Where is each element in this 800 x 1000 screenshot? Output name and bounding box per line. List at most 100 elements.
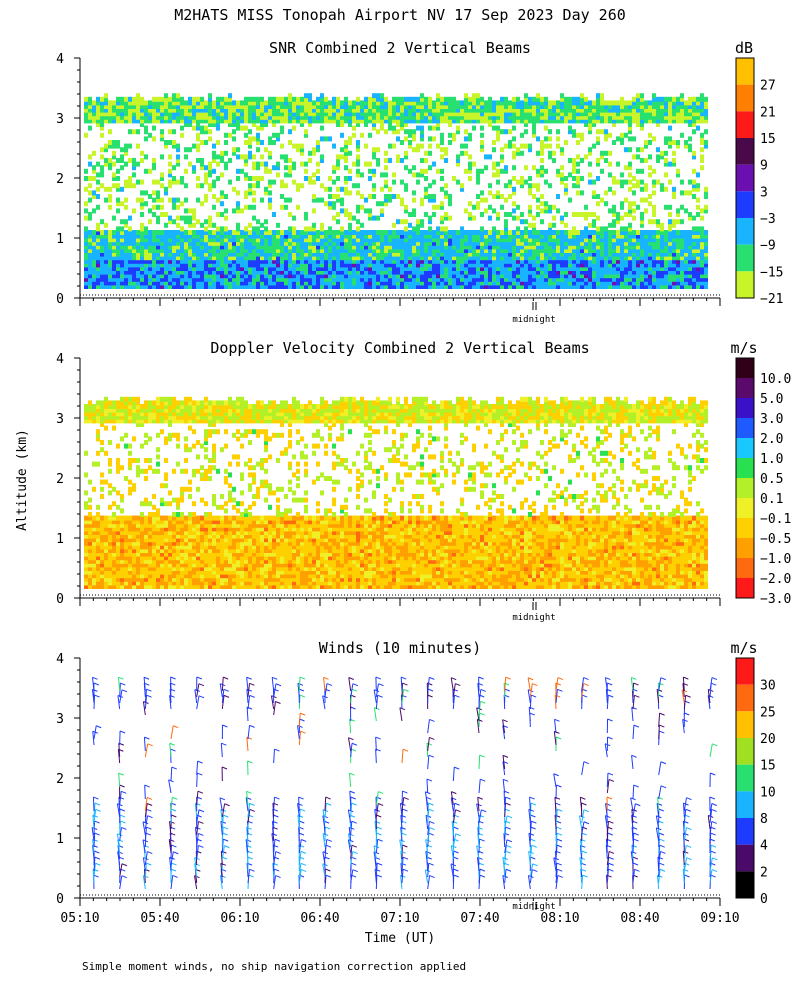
snr-cell — [136, 111, 140, 117]
snr-cell — [164, 143, 168, 149]
snr-cell — [456, 107, 460, 113]
colorbar-swatch — [736, 271, 754, 298]
snr-cell — [436, 143, 440, 149]
snr-cell — [208, 248, 212, 253]
snr-cell — [656, 158, 660, 163]
snr-cell — [124, 107, 128, 113]
snr-cell — [556, 248, 560, 253]
snr-cell — [184, 208, 188, 214]
snr-cell — [460, 248, 464, 253]
snr-cell — [520, 258, 524, 264]
snr-cell — [224, 104, 228, 109]
doppler-cell — [84, 558, 88, 564]
snr-cell — [296, 186, 300, 192]
snr-cell — [632, 230, 636, 235]
snr-cell — [648, 251, 652, 257]
snr-cell — [344, 233, 348, 239]
snr-cell — [136, 258, 140, 264]
snr-cell — [340, 201, 344, 207]
snr-cell — [116, 183, 120, 189]
snr-cell — [272, 280, 276, 286]
snr-cell — [156, 244, 160, 250]
snr-cell — [564, 96, 568, 102]
snr-cell — [420, 172, 424, 178]
snr-cell — [444, 111, 448, 117]
snr-cell — [700, 114, 704, 120]
snr-cell — [256, 136, 260, 142]
snr-cell — [372, 276, 376, 282]
snr-cell — [404, 276, 408, 282]
snr-cell — [332, 96, 336, 102]
snr-cell — [412, 107, 416, 113]
snr-cell — [644, 273, 648, 279]
snr-cell — [600, 273, 604, 279]
snr-cell — [304, 100, 308, 106]
snr-cell — [404, 150, 408, 156]
snr-cell — [592, 143, 596, 149]
snr-cell — [308, 96, 312, 102]
snr-cell — [524, 114, 528, 120]
snr-cell — [84, 186, 88, 192]
snr-cell — [452, 251, 456, 257]
snr-cell — [672, 251, 676, 257]
snr-cell — [576, 237, 580, 243]
snr-cell — [680, 93, 684, 99]
snr-cell — [240, 266, 244, 271]
snr-cell — [436, 233, 440, 239]
snr-cell — [252, 273, 256, 279]
snr-cell — [664, 104, 668, 109]
snr-cell — [524, 96, 528, 102]
snr-cell — [316, 244, 320, 250]
snr-cell — [516, 244, 520, 250]
snr-cell — [456, 284, 460, 289]
snr-cell — [620, 179, 624, 185]
snr-cell — [164, 251, 168, 257]
snr-cell — [312, 269, 316, 275]
snr-cell — [88, 266, 92, 271]
snr-cell — [408, 230, 412, 235]
snr-cell — [104, 240, 108, 246]
snr-cell — [644, 233, 648, 239]
colorbar-label: 27 — [760, 79, 776, 94]
snr-cell — [680, 262, 684, 268]
snr-cell — [192, 104, 196, 109]
snr-cell — [288, 233, 292, 239]
snr-cell — [220, 107, 224, 113]
snr-cell — [520, 251, 524, 257]
snr-cell — [544, 107, 548, 113]
snr-cell — [152, 118, 156, 124]
snr-cell — [88, 197, 92, 203]
snr-cell — [392, 266, 396, 271]
snr-cell — [620, 276, 624, 282]
snr-cell — [184, 154, 188, 160]
snr-cell — [416, 172, 420, 178]
snr-cell — [392, 179, 396, 185]
snr-cell — [500, 284, 504, 289]
snr-cell — [596, 176, 600, 181]
snr-cell — [684, 190, 688, 196]
colorbar-label: −9 — [760, 239, 776, 254]
snr-cell — [488, 96, 492, 102]
snr-cell — [624, 233, 628, 239]
snr-cell — [140, 269, 144, 275]
snr-cell — [168, 96, 172, 102]
snr-cell — [236, 222, 240, 228]
snr-cell — [336, 284, 340, 289]
snr-cell — [316, 233, 320, 239]
snr-cell — [492, 107, 496, 113]
snr-cell — [652, 273, 656, 279]
snr-cell — [416, 266, 420, 271]
snr-cell — [612, 255, 616, 261]
snr-cell — [240, 208, 244, 214]
snr-cell — [244, 176, 248, 181]
snr-cell — [576, 276, 580, 282]
snr-cell — [344, 179, 348, 185]
snr-cell — [132, 262, 136, 268]
snr-cell — [216, 226, 220, 232]
snr-cell — [376, 107, 380, 113]
snr-cell — [392, 96, 396, 102]
snr-cell — [304, 161, 308, 167]
snr-cell — [228, 280, 232, 286]
snr-cell — [96, 111, 100, 117]
snr-cell — [372, 93, 376, 99]
